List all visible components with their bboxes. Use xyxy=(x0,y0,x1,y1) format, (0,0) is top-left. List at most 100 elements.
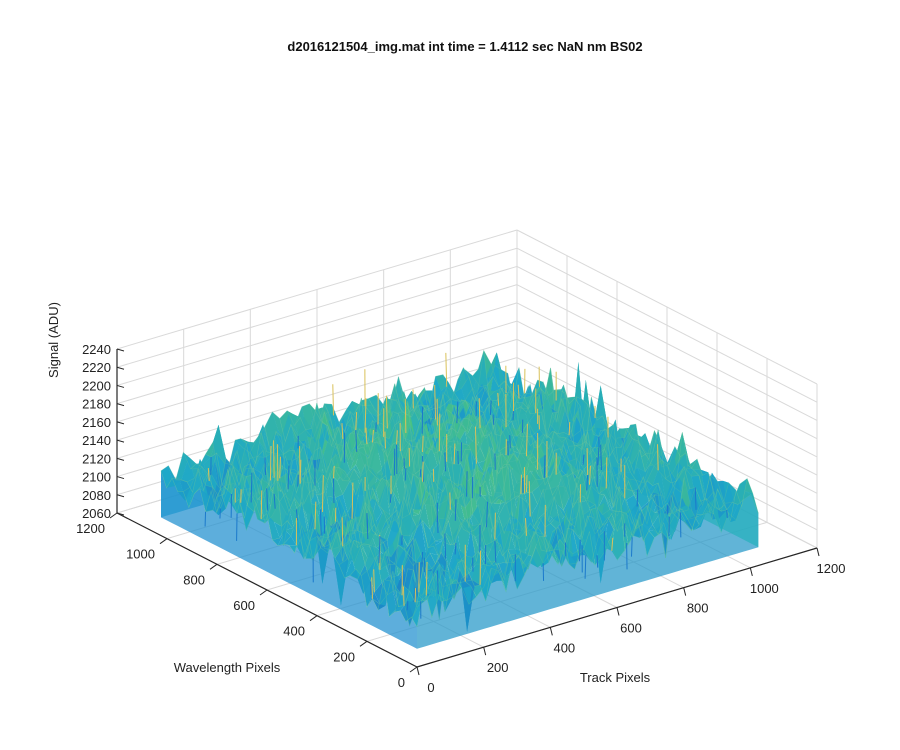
surface-cell-36-8 xyxy=(270,479,284,495)
surface-spike-15 xyxy=(404,468,407,481)
surface-cell-12-14 xyxy=(448,503,462,546)
surface-cell-43-2 xyxy=(186,459,200,493)
surface-cell-11-25 xyxy=(535,489,549,524)
surface-cell-10-40 xyxy=(652,464,666,503)
surface-cell-6-37 xyxy=(652,492,666,558)
z-tick-mark-1 xyxy=(116,494,125,498)
surface-cell-42-16 xyxy=(296,416,310,449)
x-tick-label-3: 600 xyxy=(620,621,642,636)
surface-cell-32-1 xyxy=(240,499,254,531)
surface-cell-8-25 xyxy=(552,515,566,543)
surface-cell-42-15 xyxy=(289,412,302,444)
y-tick-mark-3 xyxy=(259,589,268,596)
surface-col-line-16 xyxy=(279,411,537,576)
surface-spike-3 xyxy=(287,465,290,490)
surface-cell-42-11 xyxy=(259,441,273,458)
surface-cell-40-21 xyxy=(344,417,358,450)
surface-cell-10-10 xyxy=(429,541,443,564)
z-tick-label-1: 2080 xyxy=(82,488,111,503)
surface-col-line-20 xyxy=(309,403,566,564)
x-tick-label-4: 800 xyxy=(687,601,709,616)
surface-spike-168 xyxy=(605,457,608,489)
surface-cell-6-27 xyxy=(578,509,592,536)
y-tick-mark-4 xyxy=(209,563,218,570)
surface-cell-20-2 xyxy=(314,527,328,584)
surface-cell-8-43 xyxy=(685,469,699,489)
surface-cell-8-0 xyxy=(366,592,380,608)
surface-cell-2-16 xyxy=(519,554,533,575)
surface-cell-18-6 xyxy=(355,516,369,547)
z-tick-mark-6 xyxy=(116,403,125,407)
surface-cell-9-10 xyxy=(435,541,449,568)
surface-spike-115 xyxy=(314,501,317,530)
y-tick-label-5: 1000 xyxy=(126,547,155,562)
surface-spike-150 xyxy=(444,533,447,559)
surface-spike-33 xyxy=(320,509,322,536)
surface-row-line-14 xyxy=(338,456,681,566)
surface-col-line-2 xyxy=(175,468,433,618)
surface-cell-30-44 xyxy=(570,361,584,455)
surface-spike-91 xyxy=(586,448,589,476)
surface-col-line-34 xyxy=(413,389,670,541)
surface-spike-167 xyxy=(584,555,587,579)
surface-cell-23-13 xyxy=(379,480,393,506)
surface-cell-33-39 xyxy=(517,397,531,421)
surface-row-line-12 xyxy=(350,459,692,580)
surface-spike-4 xyxy=(373,569,375,593)
z-tick-label-0: 2060 xyxy=(82,506,111,521)
surface-cell-12-25 xyxy=(530,489,544,524)
surface-cell-4-14 xyxy=(493,547,507,566)
surface-cell-0-24 xyxy=(589,531,603,566)
surface-cell-9-12 xyxy=(450,534,464,573)
surface-cell-18-24 xyxy=(489,446,503,493)
surface-cell-0-32 xyxy=(648,529,662,538)
surface-cell-29-28 xyxy=(457,430,471,473)
z-tick-label-4: 2140 xyxy=(82,433,111,448)
surface-spike-95 xyxy=(389,494,392,503)
surface-cell-3-16 xyxy=(513,551,527,563)
surface-cell-0-2 xyxy=(426,595,440,618)
surface-spike-133 xyxy=(578,539,581,562)
surface-cell-2-33 xyxy=(645,524,659,535)
surface-cell-26-5 xyxy=(303,502,317,532)
z-tick-mark-7 xyxy=(116,384,125,388)
surface-cell-6-1 xyxy=(385,570,399,607)
surface-spike-40 xyxy=(279,456,281,479)
surface-cell-44-12 xyxy=(255,424,269,467)
x-tick-mark-1 xyxy=(483,647,487,656)
surface-cell-9-5 xyxy=(398,544,412,576)
surface-spike-69 xyxy=(365,427,368,445)
surface-spike-32 xyxy=(520,474,522,494)
surface-cell-22-14 xyxy=(392,491,406,518)
surface-spike-92 xyxy=(333,465,335,479)
surface-cell-14-41 xyxy=(637,462,651,483)
surface-spike-5 xyxy=(341,423,344,439)
surface-cell-33-15 xyxy=(339,441,353,461)
surface-cell-3-8 xyxy=(454,568,468,632)
surface-col-line-40 xyxy=(457,366,715,532)
surface-layer xyxy=(160,349,759,649)
surface-cell-28-5 xyxy=(292,467,306,517)
surface-cell-9-44 xyxy=(687,461,701,470)
surface-cell-16-36 xyxy=(589,446,603,485)
surface-cell-24-7 xyxy=(329,520,343,562)
surface-cell-24-36 xyxy=(545,430,558,460)
surface-cell-15-42 xyxy=(639,438,653,472)
surface-cell-10-12 xyxy=(444,533,458,546)
surface-col-line-46 xyxy=(502,367,759,522)
surface-cell-13-25 xyxy=(524,492,538,517)
surface-row-line-16 xyxy=(327,430,670,559)
surface-cell-24-31 xyxy=(507,446,521,454)
y-tick-mark-6 xyxy=(109,512,118,519)
surface-spike-64 xyxy=(456,401,459,424)
surface-cell-13-11 xyxy=(420,517,434,556)
surface-cell-35-5 xyxy=(253,482,267,513)
surface-cell-9-39 xyxy=(650,483,664,508)
surface-cell-0-34 xyxy=(663,522,677,541)
surface-cell-19-32 xyxy=(543,458,557,479)
surface-spike-124 xyxy=(497,392,500,406)
surface-cell-15-41 xyxy=(632,449,646,472)
surface-cell-43-11 xyxy=(253,432,267,452)
surface-cell-10-45 xyxy=(689,459,703,476)
surface-cell-2-38 xyxy=(682,509,696,520)
